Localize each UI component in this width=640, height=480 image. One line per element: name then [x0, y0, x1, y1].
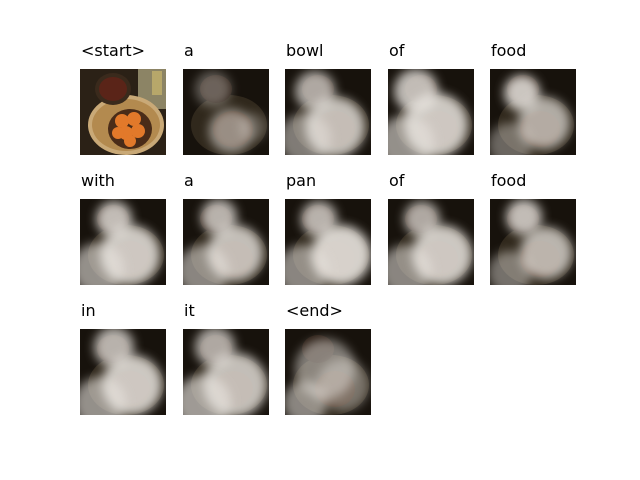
token-label: <end>	[286, 301, 343, 320]
attention-cell: pan	[285, 172, 373, 287]
attention-map-image	[183, 329, 269, 415]
token-label: a	[184, 41, 194, 60]
attention-highlight	[285, 381, 327, 415]
attention-highlight	[518, 97, 570, 149]
attention-map-image	[285, 329, 371, 415]
token-label: in	[81, 301, 96, 320]
token-label: pan	[286, 171, 317, 190]
attention-map-image	[80, 329, 166, 415]
attention-cell: <start>	[80, 42, 168, 157]
attention-cell: <end>	[285, 302, 373, 417]
attention-highlight	[80, 377, 126, 415]
glass	[152, 71, 162, 95]
orange-fruit	[127, 112, 141, 126]
attention-highlight	[388, 115, 434, 155]
token-label: bowl	[286, 41, 324, 60]
token-label: it	[184, 301, 195, 320]
attention-highlight	[317, 359, 369, 411]
token-label: food	[491, 171, 527, 190]
attention-map-image	[490, 199, 576, 285]
attention-highlight	[80, 243, 124, 285]
attention-highlight	[490, 123, 532, 155]
attention-map-image	[490, 69, 576, 155]
attention-cell: of	[388, 172, 476, 287]
token-label: of	[389, 171, 405, 190]
attention-map-image	[285, 199, 371, 285]
token-label: food	[491, 41, 527, 60]
attention-map-image	[80, 199, 166, 285]
attention-cell: bowl	[285, 42, 373, 157]
attention-map-image	[388, 69, 474, 155]
attention-map-image	[183, 199, 269, 285]
token-label: of	[389, 41, 405, 60]
attention-highlight	[490, 251, 532, 285]
attention-cell: a	[183, 42, 271, 157]
token-label: a	[184, 171, 194, 190]
attention-cell: it	[183, 302, 271, 417]
original-image	[80, 69, 166, 155]
attention-map-image	[388, 199, 474, 285]
orange-fruit	[131, 124, 145, 138]
attention-highlight	[506, 199, 542, 235]
attention-cell: a	[183, 172, 271, 287]
orange-fruit	[112, 127, 124, 139]
attention-highlight	[195, 71, 231, 107]
attention-highlight	[183, 245, 229, 285]
orange-fruit	[115, 114, 129, 128]
attention-highlight	[285, 113, 331, 155]
attention-cell: in	[80, 302, 168, 417]
attention-highlight	[285, 245, 329, 285]
token-label: with	[81, 171, 115, 190]
attention-highlight	[183, 375, 231, 415]
attention-highlight	[239, 113, 267, 141]
token-label: <start>	[81, 41, 146, 60]
attention-cell: food	[490, 172, 578, 287]
attention-map-image	[183, 69, 269, 155]
attention-map-image	[285, 69, 371, 155]
attention-cell: with	[80, 172, 168, 287]
attention-cell: of	[388, 42, 476, 157]
attention-cell: food	[490, 42, 578, 157]
orange-fruit	[124, 135, 136, 147]
attention-highlight	[520, 227, 572, 279]
attention-highlight	[388, 245, 432, 285]
